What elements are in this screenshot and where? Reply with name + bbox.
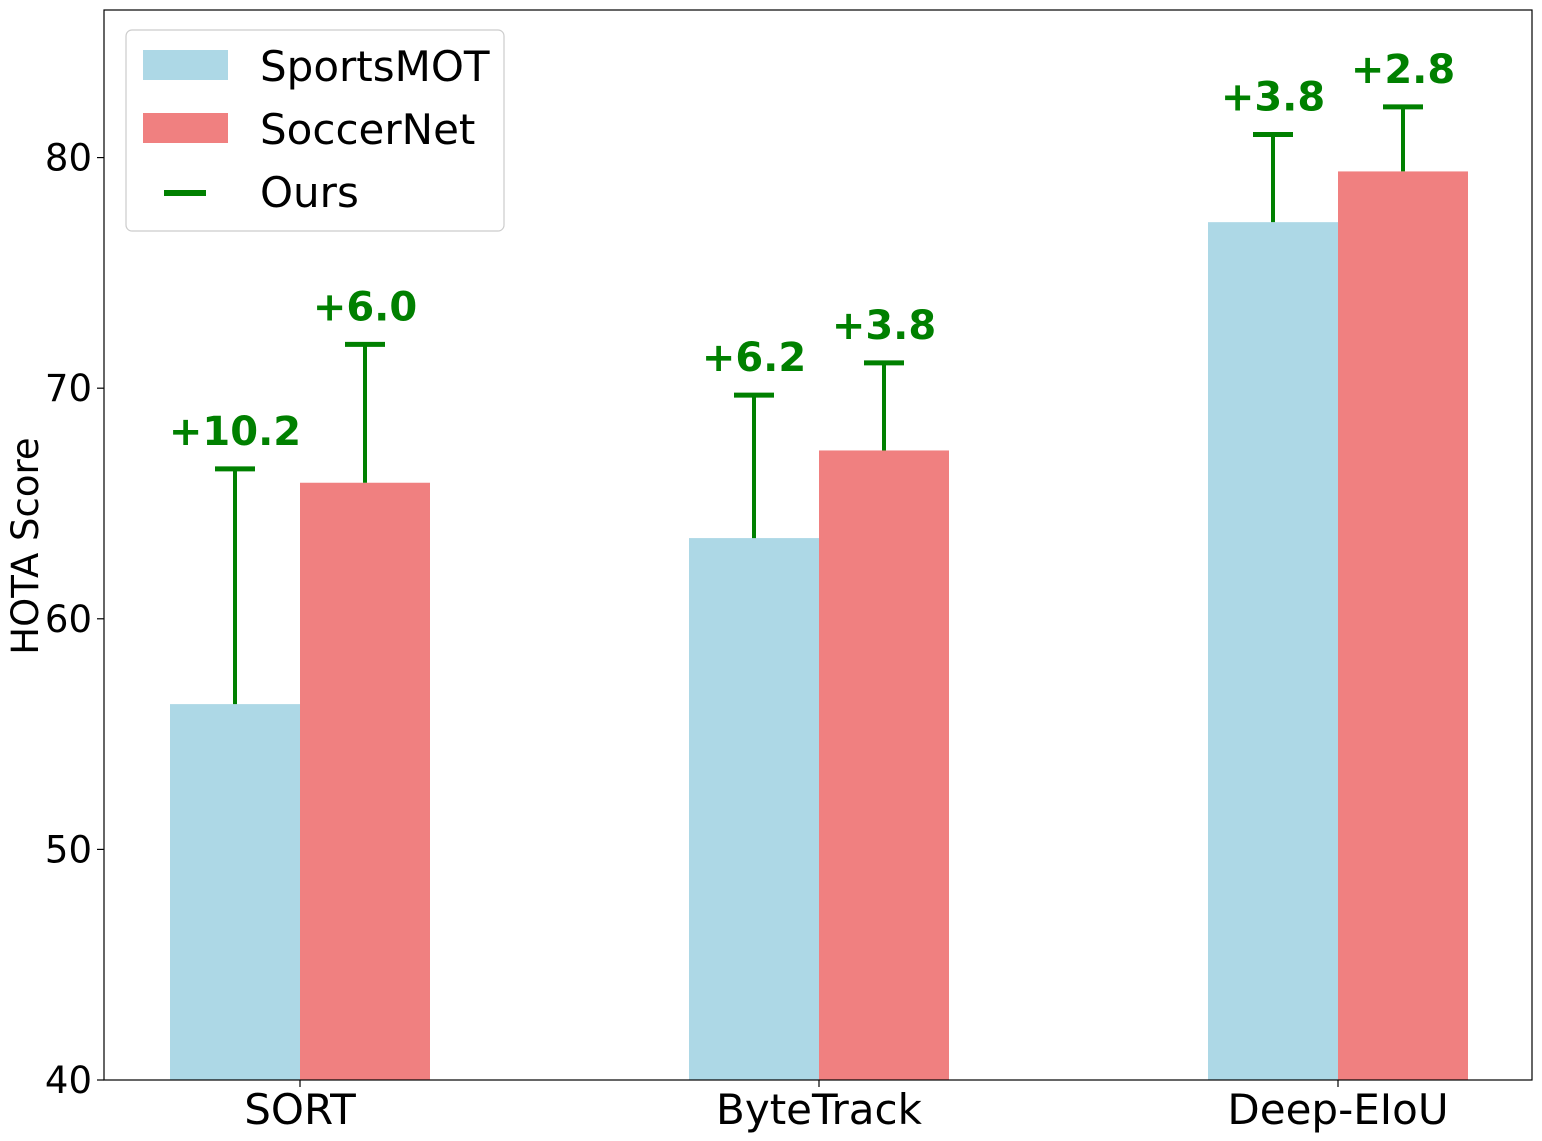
y-tick-label-80: 80: [45, 137, 92, 180]
y-tick-label-50: 50: [45, 828, 92, 871]
legend-label-ours: Ours: [260, 168, 359, 217]
legend-label-sportsmot: SportsMOT: [260, 42, 490, 91]
bars-layer: [170, 171, 1468, 1081]
x-tick-label-bytetrack: ByteTrack: [716, 1085, 923, 1134]
plot-frame: [103, 9, 1533, 1081]
ours-gain-label-deep-eiou-sportsmot: +3.8: [1221, 75, 1325, 121]
y-tick-label-40: 40: [45, 1059, 92, 1102]
bar-sportsmot-sort: [170, 704, 300, 1080]
legend-swatch-soccernet: [143, 113, 228, 143]
ours-gain-label-sort-soccernet: +6.0: [313, 284, 417, 330]
bar-soccernet-sort: [300, 482, 430, 1080]
y-tick-label-70: 70: [45, 367, 92, 410]
legend-label-soccernet: SoccerNet: [260, 105, 475, 154]
x-tick-label-deep-eiou: Deep-EIoU: [1227, 1085, 1448, 1134]
legend-frame: [125, 29, 505, 232]
legend-swatch-sportsmot: [143, 50, 228, 80]
ours-markers-layer: +10.2 +6.0 +6.2 +3.8 +3.8 +2.8: [169, 47, 1455, 705]
y-axis-label: HOTA Score: [4, 437, 47, 654]
ours-gain-label-deep-eiou-soccernet: +2.8: [1351, 47, 1455, 93]
x-axis: SORT ByteTrack Deep-EIoU: [244, 1080, 1449, 1134]
ours-gain-label-bytetrack-sportsmot: +6.2: [702, 335, 806, 381]
x-tick-label-sort: SORT: [244, 1085, 356, 1134]
ours-gain-label-sort-sportsmot: +10.2: [169, 409, 301, 455]
y-tick-label-60: 60: [45, 598, 92, 641]
bar-soccernet-deep-eiou: [1338, 171, 1468, 1080]
legend: SportsMOT SoccerNet Ours: [125, 29, 505, 232]
y-axis: 40 50 60 70 80: [45, 137, 104, 1102]
bar-soccernet-bytetrack: [819, 450, 949, 1080]
bar-sportsmot-deep-eiou: [1208, 222, 1338, 1081]
bar-sportsmot-bytetrack: [689, 538, 819, 1080]
ours-gain-label-bytetrack-soccernet: +3.8: [832, 303, 936, 349]
